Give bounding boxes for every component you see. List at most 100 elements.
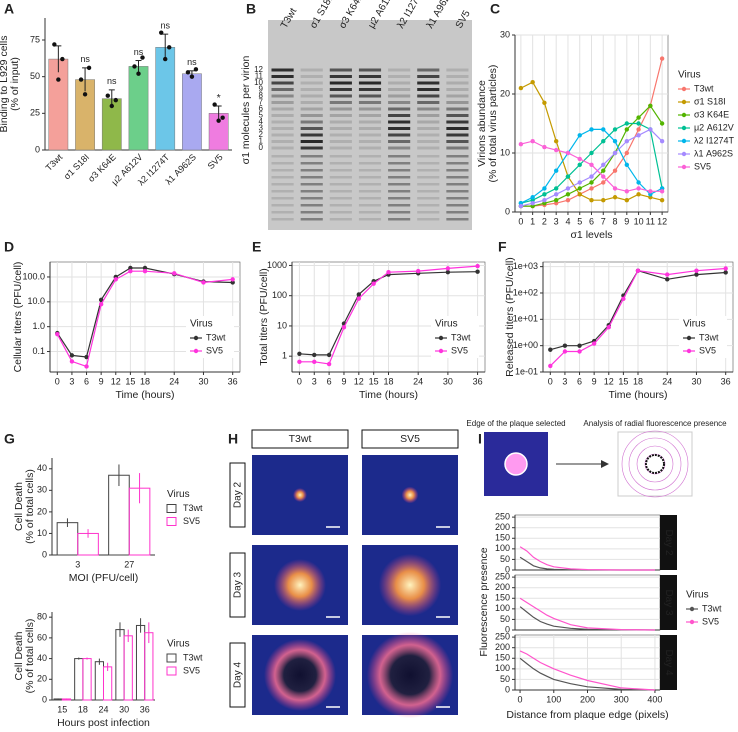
- legend-label: SV5: [702, 616, 719, 626]
- legend-label: μ2 A612V: [694, 122, 734, 132]
- facet-strip: [660, 635, 677, 690]
- x-tick-label: 3: [562, 376, 567, 386]
- gel-band: [300, 75, 323, 78]
- data-point: [312, 359, 317, 365]
- data-point: [167, 45, 172, 50]
- x-axis-label: Hours post infection: [57, 717, 150, 729]
- gel-band: [388, 68, 411, 72]
- gel-band: [446, 140, 469, 143]
- gel-band: [358, 101, 382, 104]
- legend-title: Virus: [678, 70, 701, 81]
- y-tick-label: 0: [35, 144, 40, 154]
- data-point: [648, 189, 653, 194]
- data-point: [601, 174, 606, 179]
- gel-band: [388, 94, 411, 98]
- data-point: [624, 139, 630, 144]
- gel-smear: [388, 190, 411, 193]
- legend-swatch: [438, 335, 444, 341]
- gel-band: [329, 114, 352, 117]
- gel-smear: [329, 169, 352, 172]
- data-point: [636, 192, 641, 197]
- data-point: [109, 103, 114, 109]
- data-point: [136, 71, 141, 76]
- y-tick-label: 40: [37, 653, 47, 663]
- gel-smear: [329, 190, 352, 193]
- data-point: [659, 198, 665, 203]
- x-tick-label: 6: [589, 216, 594, 226]
- data-point: [113, 277, 118, 282]
- gel-band: [271, 75, 294, 78]
- y-tick-label: 1.0: [32, 321, 45, 331]
- x-tick-label: 24: [662, 376, 672, 386]
- data-point: [636, 115, 641, 120]
- data-point: [189, 74, 195, 79]
- data-point: [636, 186, 641, 191]
- gel-band: [358, 107, 382, 111]
- data-point: [612, 139, 618, 144]
- gel-band: [446, 75, 469, 78]
- gel-band: [388, 127, 411, 130]
- legend-label: σ1 S18I: [694, 96, 726, 106]
- data-point: [415, 268, 421, 274]
- gel-smear: [271, 183, 294, 186]
- y-tick-label: 10.0: [27, 296, 45, 306]
- data-point: [542, 186, 547, 191]
- x-tick-label: 6: [327, 376, 332, 386]
- gel-smear: [329, 155, 352, 158]
- gel-smear: [329, 176, 352, 179]
- data-point: [86, 65, 92, 71]
- legend-swatch: [166, 666, 177, 676]
- x-tick-label: 36: [140, 704, 150, 714]
- gel-band: [300, 68, 323, 72]
- x-tick-label: 27: [124, 559, 134, 569]
- data-point: [55, 331, 60, 337]
- column-header: T3wt: [289, 433, 312, 445]
- data-point: [601, 168, 606, 173]
- gel-band: [329, 120, 352, 124]
- data-point: [589, 162, 594, 167]
- y-tick-label: 250: [495, 631, 510, 641]
- gel-band: [300, 127, 323, 130]
- gel-smear: [300, 183, 323, 186]
- data-point: [577, 133, 582, 138]
- data-point: [56, 77, 61, 82]
- plaque: [274, 559, 326, 611]
- legend-title: Virus: [190, 319, 213, 330]
- data-point: [82, 92, 88, 97]
- y-tick-label: 20: [37, 674, 47, 684]
- y-tick-label: 150: [495, 653, 510, 663]
- band-label: 1: [259, 137, 264, 146]
- x-tick-label: SV5: [206, 152, 225, 171]
- gel-smear: [329, 183, 352, 186]
- image-caption: Edge of the plaque selected: [466, 419, 565, 428]
- data-point: [612, 186, 618, 191]
- data-point: [606, 325, 611, 330]
- panel-background: [514, 514, 661, 571]
- data-point: [624, 189, 630, 194]
- series-line: [299, 271, 478, 356]
- gel-smear: [358, 190, 382, 193]
- gel-smear: [358, 218, 382, 221]
- y-tick-label: 30: [37, 485, 47, 495]
- x-tick-label: 36: [721, 376, 731, 386]
- gel-band: [271, 146, 294, 150]
- y-tick-label: 0: [42, 694, 47, 704]
- gel-smear: [358, 176, 382, 179]
- gel-smear: [358, 155, 382, 158]
- gel-smear: [329, 162, 352, 165]
- data-point: [542, 192, 547, 197]
- y-tick-label: 60: [37, 632, 47, 642]
- data-point: [659, 189, 665, 194]
- x-tick-label: 0: [518, 694, 523, 704]
- gel-band: [446, 133, 469, 137]
- bar: [56, 522, 79, 556]
- data-point: [163, 56, 168, 62]
- legend-swatch: [193, 335, 199, 341]
- y-axis-label: σ1 molecules per virion: [240, 56, 252, 165]
- gel-smear: [329, 197, 352, 200]
- data-point: [530, 139, 535, 144]
- x-tick-label: 12: [111, 376, 121, 386]
- gel-band: [271, 94, 294, 98]
- gel-image: [268, 20, 472, 230]
